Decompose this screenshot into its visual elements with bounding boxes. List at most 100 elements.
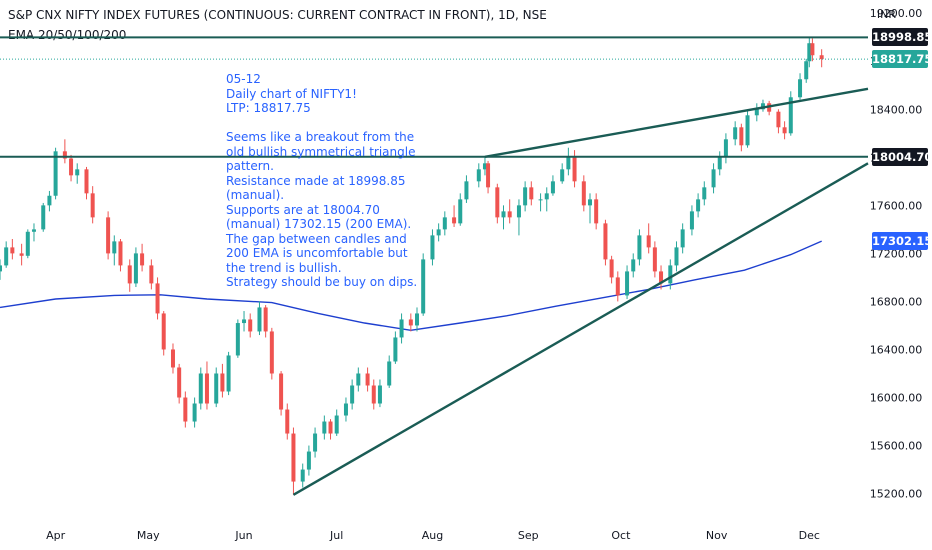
- candle-body: [300, 469, 305, 482]
- candle-body: [538, 199, 543, 201]
- candle-body: [652, 247, 657, 272]
- candle-body: [235, 323, 240, 356]
- candle-body: [668, 265, 673, 284]
- candle-body: [84, 169, 89, 194]
- candle-body: [31, 229, 36, 232]
- candle-body: [0, 265, 2, 272]
- candle-body: [572, 157, 577, 182]
- candle-body: [476, 169, 481, 182]
- candle-body: [819, 55, 824, 60]
- x-tick-label: Aug: [422, 529, 443, 542]
- price-tag-last: 18817.75: [872, 50, 932, 69]
- triangle-upper-trendline: [484, 87, 869, 159]
- candle-body: [516, 205, 521, 218]
- candle-body: [198, 373, 203, 404]
- candle-body: [421, 259, 426, 314]
- candle-body: [177, 367, 182, 398]
- candle-body: [415, 313, 420, 326]
- candle-body: [106, 217, 111, 254]
- candle-body: [4, 247, 9, 266]
- candle-body: [631, 259, 636, 272]
- candle-body: [133, 253, 138, 284]
- y-tick-label: 16000.00: [870, 392, 923, 405]
- candle-body: [408, 319, 413, 326]
- candle-body: [248, 319, 253, 332]
- candle-body: [334, 415, 339, 434]
- price-tag-resistance: 18998.85: [872, 28, 932, 47]
- y-tick-label: 16800.00: [870, 295, 923, 308]
- candle-body: [140, 253, 145, 266]
- y-tick-label: 15600.00: [870, 440, 923, 453]
- candle-body: [75, 169, 80, 176]
- y-tick-label: 15200.00: [870, 488, 923, 501]
- candle-body: [41, 205, 46, 230]
- candle-body: [322, 421, 327, 434]
- candle-body: [269, 331, 274, 374]
- candle-body: [745, 115, 750, 146]
- candle-body: [501, 211, 506, 218]
- candle-body: [625, 271, 630, 296]
- candle-body: [263, 307, 268, 332]
- currency-label: INR: [876, 8, 896, 21]
- candle-body: [637, 235, 642, 260]
- candle-body: [566, 157, 571, 170]
- candle-body: [659, 271, 664, 284]
- candle-body: [242, 319, 247, 324]
- candle-body: [754, 109, 759, 116]
- candle-body: [442, 217, 447, 230]
- x-tick-label: Dec: [799, 529, 820, 542]
- candle-body: [393, 337, 398, 362]
- candle-body: [529, 187, 534, 200]
- x-tick-label: Apr: [46, 529, 66, 542]
- candle-body: [313, 433, 318, 452]
- candle-body: [399, 319, 404, 338]
- chart-title: S&P CNX NIFTY INDEX FUTURES (CONTINUOUS:…: [8, 8, 547, 22]
- candle-body: [723, 139, 728, 158]
- candle-body: [733, 127, 738, 140]
- candle-body: [365, 373, 370, 386]
- candle-body: [257, 307, 262, 332]
- candle-body: [53, 151, 58, 196]
- price-tag-support: 18004.70: [872, 147, 932, 166]
- indicator-legend[interactable]: EMA 20/50/100/200: [8, 28, 127, 42]
- candle-body: [226, 355, 231, 392]
- candle-body: [581, 181, 586, 206]
- candle-body: [711, 169, 716, 188]
- candle-body: [192, 403, 197, 422]
- candle-body: [550, 181, 555, 194]
- candle-body: [112, 241, 117, 254]
- candle-body: [495, 187, 500, 218]
- candle-body: [220, 373, 225, 392]
- candle-body: [807, 43, 812, 62]
- candle-body: [306, 451, 311, 470]
- y-tick-label: 17200.00: [870, 247, 923, 260]
- candle-body: [674, 247, 679, 266]
- candle-body: [155, 283, 160, 314]
- candle-body: [603, 223, 608, 260]
- candle-body: [776, 111, 781, 128]
- candle-body: [350, 385, 355, 404]
- candle-body: [486, 163, 491, 188]
- candle-body: [19, 253, 24, 256]
- candle-body: [25, 231, 30, 256]
- candle-body: [183, 397, 188, 422]
- y-tick-label: 18400.00: [870, 103, 923, 116]
- candle-body: [696, 199, 701, 212]
- y-tick-label: 19200.00: [870, 7, 923, 20]
- candle-body: [646, 235, 651, 248]
- candle-body: [587, 199, 592, 206]
- candle-body: [464, 181, 469, 200]
- candle-body: [507, 211, 512, 218]
- candle-body: [782, 127, 787, 134]
- candle-body: [387, 361, 392, 386]
- candle-body: [47, 195, 52, 206]
- candle-body: [760, 103, 765, 110]
- candle-body: [798, 79, 803, 98]
- candle-body: [170, 349, 175, 368]
- candle-body: [127, 265, 132, 284]
- candle-body: [689, 211, 694, 230]
- candle-body: [430, 235, 435, 260]
- y-tick-label: 16400.00: [870, 343, 923, 356]
- candle-body: [560, 169, 565, 182]
